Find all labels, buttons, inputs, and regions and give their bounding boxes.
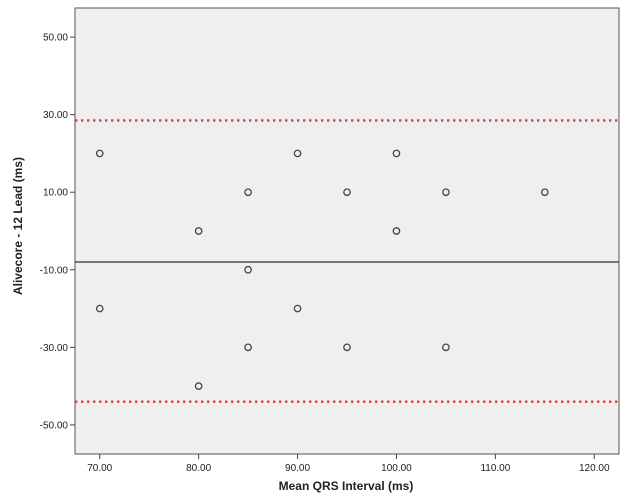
data-point	[293, 304, 302, 313]
data-point	[95, 149, 104, 158]
data-points	[95, 149, 549, 390]
data-point	[343, 343, 351, 352]
reference-lines	[75, 119, 619, 403]
y-tick-label: 30.00	[43, 110, 68, 121]
x-tick-label: 120.00	[579, 463, 610, 474]
data-point	[540, 188, 549, 197]
data-point	[392, 149, 401, 158]
data-point	[293, 149, 302, 158]
data-point	[95, 304, 104, 313]
x-tick-label: 90.00	[285, 463, 310, 474]
data-point	[442, 188, 450, 197]
plot-area	[74, 7, 620, 455]
data-point	[343, 188, 351, 197]
y-tick-label: 10.00	[43, 188, 68, 199]
x-tick-label: 110.00	[480, 463, 510, 474]
data-point	[244, 343, 252, 352]
x-tick-label: 100.00	[381, 463, 412, 474]
x-axis-ticks: 70.00 80.00 90.00 100.00 110.00 120.00	[87, 454, 610, 474]
data-point	[244, 265, 252, 274]
data-point	[194, 227, 203, 235]
y-tick-label: -10.00	[40, 265, 69, 276]
data-point	[194, 382, 203, 390]
y-tick-label: 50.00	[43, 33, 68, 44]
data-point	[392, 227, 401, 235]
data-point	[442, 343, 450, 352]
x-axis-title: Mean QRS Interval (ms)	[279, 479, 414, 493]
y-tick-label: -30.00	[40, 343, 69, 354]
y-axis-ticks: 50.00 30.00 10.00 -10.00 -30.00 -50.00	[40, 33, 75, 431]
x-tick-label: 80.00	[186, 463, 211, 474]
x-tick-label: 70.00	[87, 463, 112, 474]
y-tick-label: -50.00	[40, 420, 69, 431]
data-point	[244, 188, 252, 197]
y-axis-title: Alivecore - 12 Lead (ms)	[11, 157, 25, 295]
